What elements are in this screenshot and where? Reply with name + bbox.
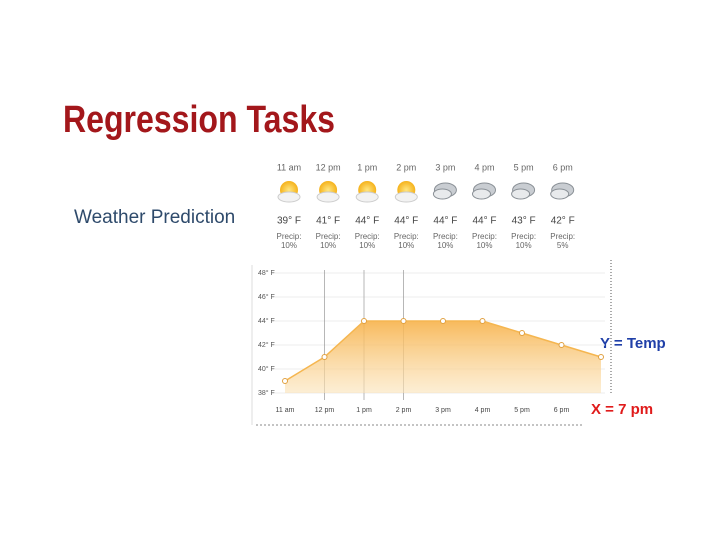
- annotation: Y = Temp: [600, 335, 666, 352]
- subtitle: Weather Prediction: [74, 207, 235, 228]
- cloud-icon: [511, 188, 531, 200]
- forecast-temp: 44° F: [433, 216, 457, 227]
- cloud-icon: [550, 188, 570, 200]
- point: [519, 330, 525, 336]
- forecast-temp: 43° F: [512, 216, 536, 227]
- forecast-precip-label: Precip:: [550, 232, 575, 241]
- x-tick-label: 2 pm: [396, 407, 412, 414]
- y-tick-label: 40° F: [258, 365, 275, 373]
- forecast-time: 1 pm: [357, 162, 377, 172]
- forecast-time: 3 pm: [435, 162, 455, 172]
- forecast-precip: 10%: [437, 241, 453, 250]
- x-tick-label: 6 pm: [554, 407, 570, 414]
- point: [321, 354, 328, 360]
- area: [285, 321, 601, 393]
- x-tick-label: 12 pm: [315, 407, 335, 414]
- cloud-icon: [355, 191, 379, 203]
- forecast-precip: 10%: [476, 241, 492, 250]
- point: [282, 378, 288, 384]
- cloud-icon: [316, 191, 340, 203]
- x-tick-label: 4 pm: [475, 407, 491, 414]
- forecast-precip: 10%: [516, 241, 532, 250]
- forecast-precip: 10%: [320, 241, 336, 250]
- point: [479, 318, 486, 324]
- slide-title: Regression Tasks: [63, 99, 335, 141]
- x-tick-label: 11 am: [276, 407, 295, 414]
- forecast-temp: 41° F: [316, 216, 340, 227]
- forecast-temp: 39° F: [277, 216, 301, 227]
- point: [400, 318, 407, 324]
- point: [598, 354, 604, 360]
- forecast-precip: 10%: [359, 241, 375, 250]
- forecast-precip-label: Precip:: [277, 232, 302, 241]
- forecast-precip: 5%: [557, 241, 569, 250]
- y-tick-label: 46° F: [258, 293, 275, 301]
- forecast-time: 11 am: [277, 162, 301, 172]
- y-tick-label: 48° F: [258, 269, 275, 277]
- forecast-temp: 44° F: [394, 216, 418, 227]
- forecast-precip-label: Precip:: [394, 232, 419, 241]
- forecast-precip-label: Precip:: [433, 232, 458, 241]
- forecast-temp: 44° F: [472, 216, 496, 227]
- forecast-time: 12 pm: [316, 162, 341, 172]
- x-tick-label: 1 pm: [356, 407, 372, 414]
- forecast-time: 4 pm: [474, 162, 494, 172]
- forecast-precip-label: Precip:: [511, 232, 536, 241]
- forecast-time: 2 pm: [396, 162, 416, 172]
- cloud-icon: [277, 191, 301, 203]
- forecast-precip: 10%: [398, 241, 414, 250]
- forecast-time: 5 pm: [514, 162, 534, 172]
- point: [440, 318, 446, 324]
- point: [558, 342, 565, 348]
- forecast-temp: 44° F: [355, 216, 379, 227]
- forecast-precip-label: Precip:: [472, 232, 497, 241]
- point: [361, 318, 367, 324]
- cloud-icon: [432, 188, 452, 200]
- annotation: X = 7 pm: [591, 401, 653, 418]
- cloud-icon: [394, 191, 418, 203]
- x-tick-label: 5 pm: [514, 407, 530, 414]
- cloud-icon: [472, 188, 491, 200]
- forecast-temp: 42° F: [551, 216, 575, 227]
- y-tick-label: 42° F: [258, 341, 275, 349]
- x-tick-label: 3 pm: [435, 407, 451, 414]
- forecast-precip-label: Precip:: [355, 232, 380, 241]
- y-tick-label: 44° F: [258, 317, 275, 325]
- forecast-time: 6 pm: [553, 162, 573, 172]
- forecast-precip: 10%: [281, 241, 297, 250]
- y-tick-label: 38° F: [258, 389, 275, 397]
- forecast-precip-label: Precip:: [316, 232, 341, 241]
